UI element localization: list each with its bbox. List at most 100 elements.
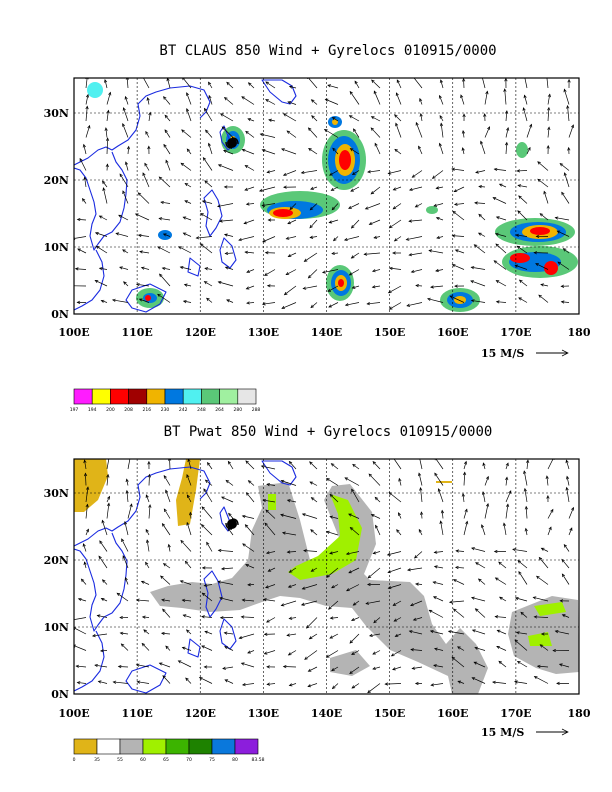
wind-vector-head [241,514,246,519]
wind-vector-head [523,470,527,475]
lon-tick-label: 130E [248,707,279,720]
wind-vector-head [349,148,354,152]
wind-vector-head [348,115,353,119]
wind-vector [547,94,551,105]
legend-label: 242 [179,407,188,413]
wind-vector-head [565,475,570,480]
wind-vector-head [394,633,399,637]
wind-vector-head [207,142,211,147]
wind-vector [373,236,381,239]
wind-vector [202,200,213,204]
wind-vector-head [179,266,184,270]
wind-vector [429,609,444,618]
wind-vector [396,529,402,536]
legend-label: 197 [70,407,79,413]
wind-vector-head [420,511,424,515]
wind-vector-head [198,677,203,681]
wind-vector [367,683,381,693]
wind-vector-head [547,93,551,98]
top-color-legend: 197 194 200 208 216 230 242 248 264 280 288 [70,388,260,413]
wind-vector-head [241,683,246,687]
wind-vector [284,285,297,295]
wind-vector-head [162,675,166,679]
wind-vector-head [106,109,110,114]
wind-vector-head [325,654,330,658]
wind-vector-head [351,285,356,289]
wind-vector-head [119,266,123,270]
wind-vector-head [514,639,519,643]
wind-vector-head [392,187,397,191]
wind-vector [463,461,467,470]
wind-vector [226,299,234,303]
wind-vector-head [492,197,497,201]
wind-vector-head [201,566,206,570]
wind-vector-head [161,598,165,602]
wind-vector-head [121,538,125,542]
wind-vector-head [139,250,143,254]
wind-vector [222,666,234,670]
wind-vector-head [560,300,565,304]
wind-vector [439,95,444,105]
wind-vector-head [245,564,249,568]
wind-vector-head [83,459,87,464]
wind-vector-head [408,630,413,634]
wind-vector-head [455,549,459,553]
wind-vector [367,170,381,173]
wind-vector-head [439,520,443,525]
wind-vector-head [331,685,336,690]
legend-label: 230 [161,407,170,413]
wind-vector [311,115,318,122]
wind-vector [566,476,570,486]
wind-vector [493,260,507,270]
wind-vector [526,124,532,138]
wind-vector-head [137,233,142,238]
wind-vector-head [419,112,423,117]
wind-vector [127,146,130,155]
lat-tick-label: 10N [44,621,69,634]
wind-vector [331,203,339,211]
top-cyclone-marker [225,137,239,149]
wind-vector-head [429,630,434,634]
wind-vector [267,170,276,173]
wind-vector [101,520,108,536]
wind-vector-head [440,509,445,514]
wind-vector [123,281,129,287]
wind-vector [393,459,402,470]
wind-vector-head [326,478,330,482]
wind-vector [388,492,402,503]
wind-vector [187,494,192,503]
wind-vector [186,148,192,155]
wind-vector-head [540,547,545,551]
wind-vector [433,203,444,207]
bottom-reference-vector: 15 M/S [481,726,569,739]
wind-vector-head [138,298,143,302]
wind-vector-head [367,170,371,174]
lat-tick-label: 20N [44,174,69,187]
wind-vector-head [470,280,474,284]
wind-vector [248,480,255,486]
legend-swatch [119,738,144,755]
wind-vector [518,184,528,188]
wind-vector-head [105,137,110,141]
wind-vector [409,219,423,222]
wind-vector-head [218,219,223,223]
wind-vector [106,138,108,155]
wind-vector [268,567,276,572]
wind-vector [103,187,108,204]
wind-vector-head [122,107,126,111]
wind-vector-head [454,565,459,570]
wind-vector [539,213,549,221]
wind-vector-head [351,171,356,176]
wind-vector [431,683,444,686]
wind-vector-head [388,224,393,229]
wind-vector [242,543,255,552]
wind-vector [163,563,171,569]
wind-vector [434,566,444,569]
wind-vector-head [503,88,507,92]
wind-vector [371,514,381,519]
wind-vector [373,90,381,105]
wind-vector [218,281,234,287]
wind-vector-head [470,299,475,303]
wind-vector [517,210,528,221]
wind-vector [95,280,108,287]
